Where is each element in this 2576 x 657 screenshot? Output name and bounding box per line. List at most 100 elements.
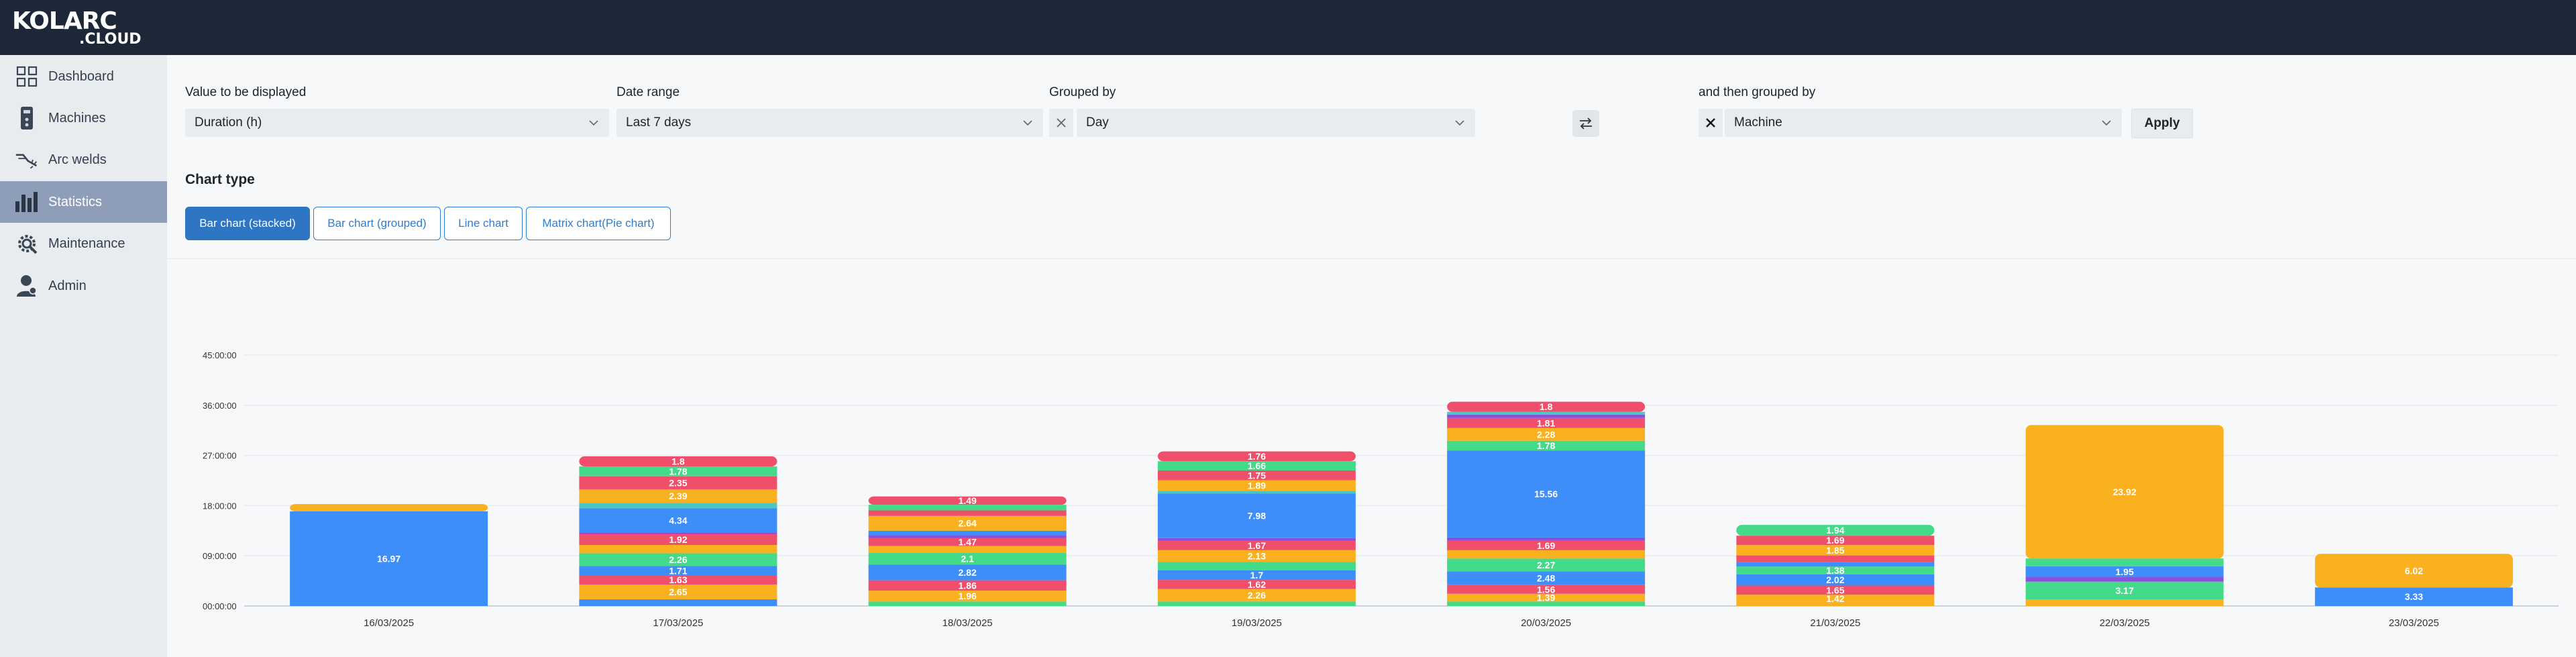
bar-segment[interactable]: [1157, 461, 1356, 471]
bar-segment[interactable]: [1447, 540, 1646, 550]
bar-segment[interactable]: [1447, 450, 1646, 538]
bar-segment[interactable]: [1157, 493, 1356, 538]
bar-segment[interactable]: [579, 503, 777, 509]
bar-segment[interactable]: [868, 580, 1067, 591]
bar-segment[interactable]: [1447, 593, 1646, 602]
bar-segment[interactable]: [579, 532, 777, 535]
chart-type-matrix-button[interactable]: Matrix chart(Pie chart): [526, 207, 671, 240]
bar-segment[interactable]: [868, 538, 1067, 546]
sidebar-item-admin[interactable]: Admin: [0, 265, 167, 307]
sidebar-item-machines[interactable]: Machines: [0, 97, 167, 139]
bar-segment[interactable]: [868, 535, 1067, 538]
bar-segment[interactable]: [1157, 589, 1356, 602]
bar-segment[interactable]: [1447, 427, 1646, 441]
bar-segment[interactable]: [868, 601, 1067, 606]
sidebar-item-maintenance[interactable]: Maintenance: [0, 223, 167, 264]
bar-segment[interactable]: [1736, 555, 1935, 562]
sidebar-item-dashboard[interactable]: Dashboard: [0, 56, 167, 97]
chart-type-bar-stacked-button[interactable]: Bar chart (stacked): [185, 207, 310, 240]
bar-segment[interactable]: [1736, 603, 1935, 606]
bar-segment[interactable]: [579, 534, 777, 545]
bar-segment[interactable]: [2025, 599, 2224, 606]
bar-segment[interactable]: [1447, 550, 1646, 559]
bar-segment[interactable]: [1447, 558, 1646, 572]
bar-segment[interactable]: [579, 508, 777, 533]
bar-segment[interactable]: [1447, 537, 1646, 541]
value-label: Value to be displayed: [185, 85, 307, 99]
bar-segment[interactable]: [579, 585, 777, 600]
bar-segment[interactable]: [1157, 562, 1356, 570]
then-group-by-select[interactable]: Machine: [1725, 109, 2122, 137]
bar-segment[interactable]: [1157, 538, 1356, 541]
bar-segment[interactable]: [1447, 417, 1646, 428]
date-range-select[interactable]: Last 7 days: [616, 109, 1043, 137]
bar-segment[interactable]: [868, 552, 1067, 565]
bar-segment[interactable]: [1736, 536, 1935, 546]
bar-segment[interactable]: [1157, 491, 1356, 494]
chart-type-bar-grouped-button[interactable]: Bar chart (grouped): [313, 207, 441, 240]
sidebar: Dashboard Machines Arc welds Statistics …: [0, 55, 167, 657]
bar-segment[interactable]: [868, 591, 1067, 602]
bar-segment[interactable]: [579, 544, 777, 554]
bar-segment[interactable]: [2025, 566, 2224, 578]
bar-segment[interactable]: [1157, 540, 1356, 550]
sidebar-item-arc-welds[interactable]: Arc welds: [0, 139, 167, 181]
clear-then-group-button[interactable]: [1699, 109, 1723, 137]
bar-segment[interactable]: [1157, 480, 1356, 491]
bar-segment[interactable]: [1157, 470, 1356, 481]
bar-segment[interactable]: [868, 546, 1067, 553]
bar-segment[interactable]: [1447, 414, 1646, 418]
swap-icon: [1580, 117, 1592, 130]
data-label: 1.69: [1826, 535, 1844, 546]
bar-segment[interactable]: [1157, 580, 1356, 589]
bar-segment[interactable]: [1447, 440, 1646, 451]
bar-segment[interactable]: [2025, 558, 2224, 566]
logo[interactable]: KOLARC .CLOUD: [12, 9, 142, 47]
bar-segment[interactable]: [1447, 601, 1646, 606]
bar-segment[interactable]: [1157, 601, 1356, 606]
bar-segment[interactable]: [1736, 595, 1935, 603]
bar-segment[interactable]: [1736, 574, 1935, 586]
bar-segment[interactable]: [290, 511, 488, 606]
bar-segment[interactable]: [579, 466, 777, 476]
bar-segment[interactable]: [1736, 585, 1935, 595]
clear-group-button[interactable]: [1049, 109, 1073, 137]
bar-segment[interactable]: [579, 489, 777, 503]
bar-segment[interactable]: [1447, 401, 1646, 412]
bar-segment[interactable]: [1157, 550, 1356, 562]
bar-segment[interactable]: [579, 553, 777, 566]
data-label: 1.8: [1540, 401, 1553, 412]
bar-segment[interactable]: [1736, 566, 1935, 574]
bar-segment[interactable]: [2025, 425, 2224, 559]
bar-segment[interactable]: [1736, 545, 1935, 556]
bar-segment[interactable]: [579, 566, 777, 576]
bar-segment[interactable]: [2025, 581, 2224, 600]
bar-segment[interactable]: [1447, 571, 1646, 585]
bar-segment[interactable]: [868, 510, 1067, 516]
bar-segment[interactable]: [868, 564, 1067, 580]
apply-button[interactable]: Apply: [2131, 109, 2193, 138]
bar-segment[interactable]: [1447, 585, 1646, 594]
bar-segment[interactable]: [579, 599, 777, 606]
bar-segment[interactable]: [2314, 587, 2513, 606]
bar-segment[interactable]: [1447, 411, 1646, 415]
bar-segment[interactable]: [290, 504, 488, 511]
bar-segment[interactable]: [1736, 562, 1935, 567]
bar-segment[interactable]: [1736, 525, 1935, 536]
bar-segment[interactable]: [2314, 554, 2513, 588]
value-select[interactable]: Duration (h): [185, 109, 609, 137]
bar-segment[interactable]: [868, 530, 1067, 536]
bar-segment[interactable]: [868, 505, 1067, 511]
bar-segment[interactable]: [868, 496, 1067, 505]
bar-segment[interactable]: [579, 476, 777, 490]
swap-groups-button[interactable]: [1572, 110, 1599, 137]
bar-segment[interactable]: [2025, 577, 2224, 582]
bar-segment[interactable]: [579, 456, 777, 466]
bar-segment[interactable]: [1157, 451, 1356, 462]
bar-segment[interactable]: [579, 575, 777, 585]
chart-type-line-button[interactable]: Line chart: [444, 207, 523, 240]
group-by-select[interactable]: Day: [1077, 109, 1475, 137]
sidebar-item-statistics[interactable]: Statistics: [0, 181, 167, 223]
bar-segment[interactable]: [868, 515, 1067, 531]
bar-segment[interactable]: [1157, 570, 1356, 580]
